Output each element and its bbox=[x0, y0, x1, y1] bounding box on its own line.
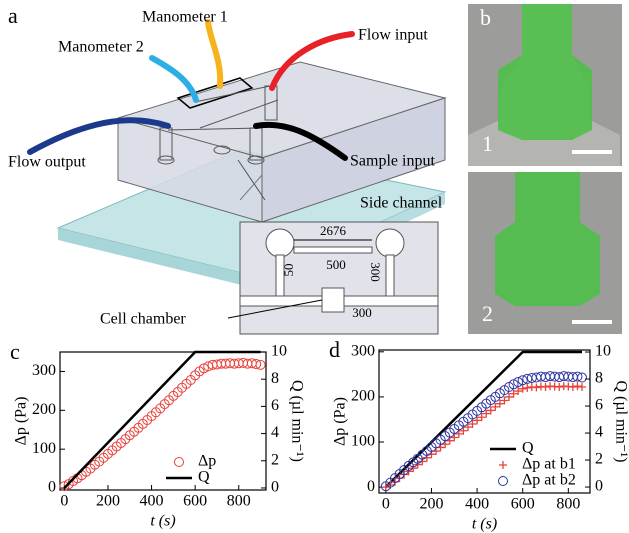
x-tick-label: 0 bbox=[382, 496, 390, 513]
x-tick-label: 400 bbox=[465, 496, 489, 513]
y2-tick-label: 4 bbox=[271, 424, 279, 441]
dimension-label: 2676 bbox=[320, 223, 347, 238]
x-tick-label: 800 bbox=[227, 493, 251, 510]
panel-label: b bbox=[480, 5, 491, 30]
y2-tick-label: 4 bbox=[595, 424, 603, 441]
x-axis-label: t (s) bbox=[472, 516, 497, 533]
dimension-label: 300 bbox=[352, 305, 372, 320]
dimension-label: 500 bbox=[326, 257, 346, 272]
figure: a Manometer 1 Manometer 2 Flow input Flo… bbox=[0, 0, 629, 533]
y2-tick-label: 2 bbox=[595, 451, 603, 468]
legend-key bbox=[499, 477, 508, 486]
y2-tick-label: 6 bbox=[271, 397, 279, 414]
point bbox=[578, 383, 586, 391]
chip-label: Flow input bbox=[358, 27, 428, 44]
line bbox=[64, 352, 260, 488]
y-axis-label: Δp (Pa) bbox=[13, 397, 30, 446]
y-axis-label: Δp (Pa) bbox=[332, 397, 349, 446]
dimension-label: 300 bbox=[368, 262, 383, 282]
chip-label: Flow output bbox=[8, 154, 86, 171]
chip-label: Manometer 1 bbox=[142, 9, 228, 26]
y-tick-label: 0 bbox=[48, 479, 56, 496]
y2-tick-label: 10 bbox=[271, 343, 287, 360]
legend-label: Δp at b1 bbox=[522, 456, 576, 473]
y2-tick-label: 10 bbox=[595, 343, 611, 360]
y-tick-label: 300 bbox=[32, 362, 56, 379]
y-tick-label: 200 bbox=[32, 401, 56, 418]
x-tick-label: 800 bbox=[556, 496, 580, 513]
legend-label: Δp bbox=[198, 453, 216, 470]
image-label: 2 bbox=[482, 301, 493, 326]
x-tick-label: 600 bbox=[511, 496, 535, 513]
x-tick-label: 600 bbox=[183, 493, 207, 510]
panel-label: a bbox=[8, 3, 18, 28]
point bbox=[569, 383, 577, 391]
dimension-label: 50 bbox=[281, 264, 296, 277]
panel-label: c bbox=[10, 339, 20, 364]
y2-tick-label: 0 bbox=[595, 478, 603, 495]
y-tick-label: 100 bbox=[32, 440, 56, 457]
y2-tick-label: 0 bbox=[271, 479, 279, 496]
y2-tick-label: 6 bbox=[595, 397, 603, 414]
x-tick-label: 200 bbox=[419, 496, 443, 513]
point bbox=[523, 384, 531, 392]
legend-key bbox=[175, 458, 184, 467]
y2-axis-label: Q (µl min⁻¹) bbox=[288, 380, 305, 462]
legend-label: Q bbox=[198, 469, 210, 486]
y-tick-label: 0 bbox=[367, 478, 375, 495]
x-tick-label: 400 bbox=[140, 493, 164, 510]
y2-tick-label: 8 bbox=[595, 370, 603, 387]
legend-label: Q bbox=[522, 440, 534, 457]
x-axis-label: t (s) bbox=[150, 513, 175, 530]
image-label: 1 bbox=[482, 131, 493, 156]
y2-tick-label: 2 bbox=[271, 451, 279, 468]
y-tick-label: 100 bbox=[351, 433, 375, 450]
y2-axis-label: Q (µl min⁻¹) bbox=[612, 380, 629, 462]
point bbox=[555, 383, 563, 391]
chip-label: Manometer 2 bbox=[58, 39, 144, 56]
plot-frame bbox=[60, 352, 266, 490]
x-tick-label: 200 bbox=[96, 493, 120, 510]
inset-title: Side channel bbox=[360, 195, 443, 212]
chip-label: Sample input bbox=[350, 153, 435, 170]
y2-tick-label: 8 bbox=[271, 370, 279, 387]
legend-label: Δp at b2 bbox=[522, 472, 576, 489]
x-tick-label: 0 bbox=[60, 493, 68, 510]
inset-label: Cell chamber bbox=[100, 311, 186, 328]
point bbox=[532, 383, 540, 391]
point bbox=[542, 383, 550, 391]
y-tick-label: 200 bbox=[351, 388, 375, 405]
panel-label: d bbox=[329, 337, 340, 362]
y-tick-label: 300 bbox=[351, 342, 375, 359]
point bbox=[573, 382, 581, 390]
legend-key bbox=[499, 461, 507, 469]
